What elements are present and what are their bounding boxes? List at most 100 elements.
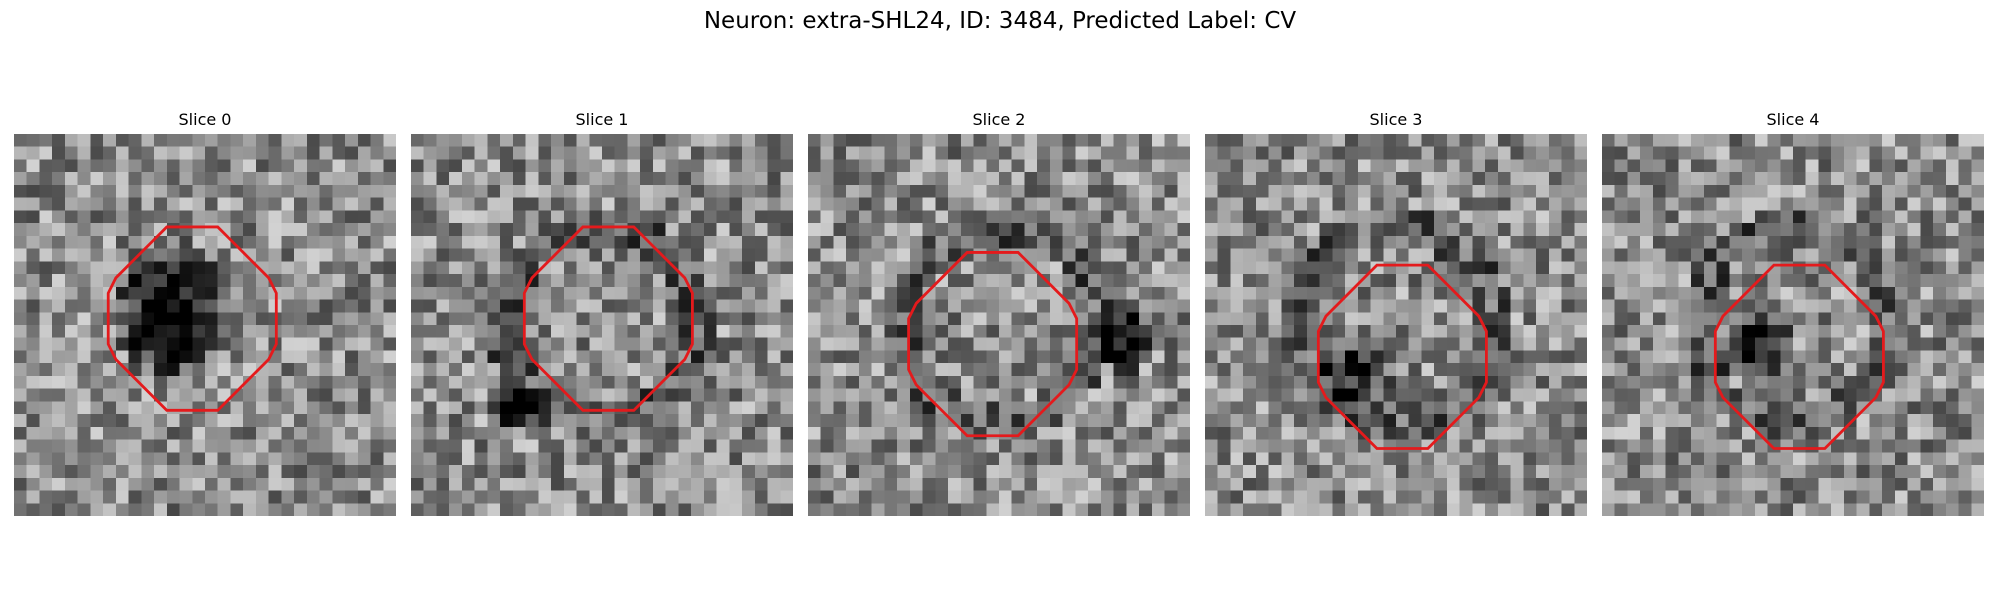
pixel bbox=[77, 248, 91, 262]
pixel bbox=[411, 401, 424, 415]
pixel bbox=[1485, 452, 1499, 466]
pixel bbox=[1037, 159, 1051, 173]
pixel bbox=[1602, 465, 1615, 479]
pixel bbox=[52, 490, 66, 504]
pixel bbox=[1306, 248, 1320, 262]
pixel bbox=[512, 503, 526, 516]
pixel bbox=[461, 401, 475, 415]
pixel bbox=[1230, 477, 1244, 491]
pixel bbox=[1805, 414, 1819, 428]
pixel bbox=[1205, 477, 1218, 491]
pixel bbox=[1523, 274, 1537, 288]
pixel bbox=[1281, 337, 1295, 351]
pixel bbox=[1882, 452, 1896, 466]
pixel bbox=[1958, 261, 1972, 275]
pixel bbox=[1421, 388, 1435, 402]
pixel bbox=[999, 235, 1012, 249]
pixel bbox=[1767, 235, 1781, 249]
pixel bbox=[1370, 465, 1384, 479]
pixel bbox=[1742, 388, 1756, 402]
pixel bbox=[268, 426, 282, 440]
pixel bbox=[1177, 197, 1190, 211]
pixel bbox=[1933, 375, 1947, 389]
pixel bbox=[1421, 184, 1435, 198]
pixel bbox=[217, 159, 231, 173]
pixel bbox=[742, 465, 756, 479]
pixel bbox=[1319, 223, 1333, 237]
pixel bbox=[77, 426, 91, 440]
pixel bbox=[986, 197, 1000, 211]
pixel bbox=[1268, 426, 1282, 440]
pixel bbox=[1907, 414, 1921, 428]
pixel bbox=[948, 312, 962, 326]
pixel bbox=[1856, 299, 1870, 313]
pixel bbox=[1882, 235, 1896, 249]
pixel bbox=[538, 210, 552, 224]
pixel bbox=[1243, 184, 1257, 198]
pixel bbox=[1446, 261, 1460, 275]
pixel bbox=[742, 184, 756, 198]
pixel bbox=[1037, 286, 1051, 300]
pixel bbox=[780, 184, 793, 198]
pixel bbox=[1869, 248, 1883, 262]
pixel bbox=[1742, 375, 1756, 389]
pixel bbox=[1716, 350, 1730, 364]
pixel bbox=[716, 388, 730, 402]
pixel bbox=[551, 172, 565, 186]
pixel bbox=[1536, 375, 1550, 389]
pixel bbox=[563, 414, 577, 428]
pixel bbox=[1561, 388, 1575, 402]
pixel bbox=[1869, 465, 1883, 479]
pixel bbox=[576, 452, 590, 466]
pixel bbox=[1062, 414, 1076, 428]
pixel bbox=[14, 172, 27, 186]
pixel bbox=[884, 197, 898, 211]
pixel bbox=[871, 388, 885, 402]
pixel bbox=[1691, 235, 1705, 249]
pixel bbox=[1907, 401, 1921, 415]
pixel bbox=[563, 477, 577, 491]
pixel bbox=[1627, 350, 1641, 364]
pixel bbox=[1485, 172, 1499, 186]
pixel bbox=[935, 388, 949, 402]
pixel bbox=[678, 426, 692, 440]
pixel bbox=[345, 477, 359, 491]
pixel bbox=[1370, 452, 1384, 466]
pixel bbox=[1243, 248, 1257, 262]
pixel bbox=[243, 159, 257, 173]
pixel bbox=[538, 452, 552, 466]
pixel bbox=[1434, 299, 1448, 313]
pixel bbox=[26, 503, 40, 516]
pixel bbox=[858, 465, 872, 479]
pixel bbox=[1472, 248, 1486, 262]
pixel bbox=[1421, 325, 1435, 338]
pixel bbox=[1255, 401, 1269, 415]
pixel bbox=[1100, 350, 1114, 364]
pixel bbox=[1357, 274, 1371, 288]
pixel bbox=[423, 146, 437, 160]
pixel bbox=[1665, 172, 1679, 186]
pixel bbox=[1434, 159, 1448, 173]
pixel bbox=[436, 439, 450, 453]
pixel bbox=[858, 337, 872, 351]
pixel bbox=[729, 477, 743, 491]
pixel bbox=[1062, 452, 1076, 466]
pixel bbox=[423, 426, 437, 440]
pixel bbox=[538, 134, 552, 147]
pixel bbox=[1345, 159, 1359, 173]
pixel bbox=[1294, 388, 1308, 402]
pixel bbox=[1357, 134, 1371, 147]
pixel bbox=[627, 261, 641, 275]
pixel bbox=[141, 337, 155, 351]
pixel bbox=[1843, 388, 1857, 402]
pixel bbox=[1062, 465, 1076, 479]
pixel bbox=[1933, 426, 1947, 440]
pixel bbox=[39, 426, 53, 440]
pixel bbox=[948, 439, 962, 453]
pixel bbox=[1268, 452, 1282, 466]
pixel bbox=[64, 134, 78, 147]
pixel bbox=[652, 363, 666, 377]
pixel bbox=[1729, 401, 1743, 415]
pixel bbox=[1332, 414, 1346, 428]
pixel bbox=[1088, 490, 1102, 504]
